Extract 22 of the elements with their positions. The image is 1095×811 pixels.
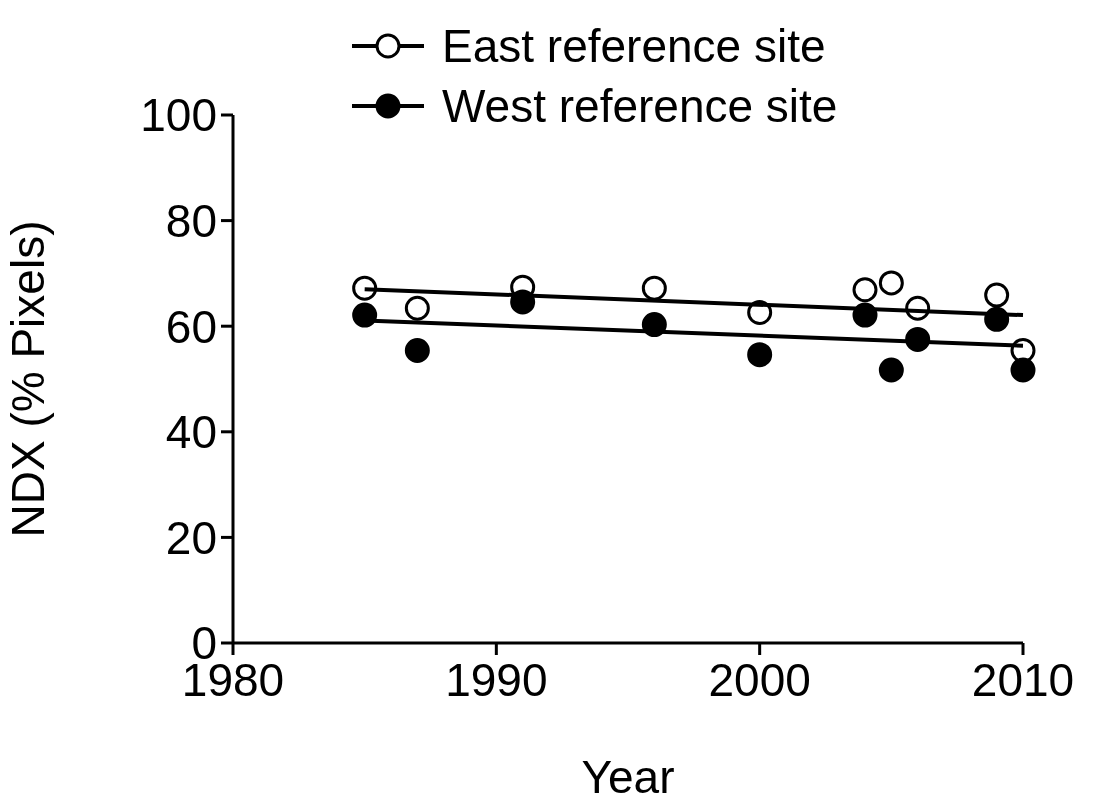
y-axis-title: NDX (% Pixels) [2,220,55,538]
point [747,342,773,368]
x-tick-label: 2000 [708,653,811,706]
point [984,282,1010,308]
x-tick-label: 1990 [445,653,548,706]
point [352,302,378,328]
y-tick-label: 60 [165,300,217,353]
y-tick-label: 40 [165,406,217,459]
point [878,357,904,383]
y-tick-label: 80 [165,194,217,247]
point [641,275,667,301]
point [878,270,904,296]
x-tick-label: 2010 [971,653,1075,706]
y-tick-label: 100 [140,89,217,142]
x-axis-title: Year [581,751,675,803]
point [852,277,878,303]
y-tick-label: 20 [165,511,217,564]
legend-label: West reference site [442,79,838,133]
point [404,337,430,363]
legend-label: East reference site [442,19,826,73]
point [404,295,430,321]
point [1010,357,1036,383]
